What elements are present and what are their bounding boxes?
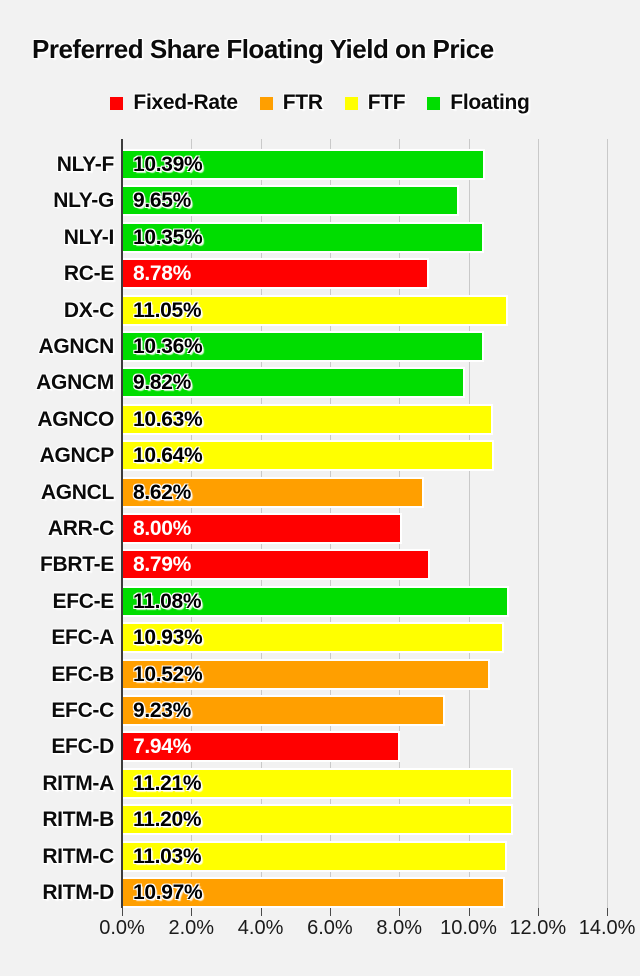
category-label: NLY-I [63,225,115,249]
bar: 10.36% [123,333,482,360]
category-label: RITM-D [42,881,114,904]
legend-swatch-icon [344,96,358,110]
category-label: NLY-F [56,153,115,176]
bar-value-label: 11.05% [133,298,202,322]
category-label: EFC-E [52,589,114,613]
axis-tick [607,908,609,916]
gridline [607,139,609,908]
bar-value-label: 9.65% [133,189,192,213]
category-label: AGNCL [40,480,114,504]
bar-value-label: 9.23% [133,699,192,722]
bar-value-label: 10.39% [133,153,203,176]
legend-swatch-icon [427,96,441,110]
axis-tick-label: 8.0% [376,917,422,939]
category-label: DX-C [63,298,114,322]
bar: 10.93% [123,624,502,652]
bar-value-label: 11.20% [133,808,202,832]
bar: 8.62% [123,478,422,506]
bar: 8.79% [123,551,428,579]
chart-title: Preferred Share Floating Yield on Price [32,34,494,64]
bar: 10.39% [123,151,483,178]
category-label: AGNCM [36,371,114,395]
bar-value-label: 10.36% [133,335,203,358]
legend-label: FTR [282,91,323,114]
bar-value-label: 8.79% [133,553,192,577]
axis-tick-label: 4.0% [237,917,284,939]
bar: 9.65% [123,187,458,215]
bar: 11.20% [123,806,512,834]
axis-tick-label: 0.0% [99,917,145,939]
bar-value-label: 10.97% [133,881,203,904]
category-label: RITM-C [42,844,114,868]
axis-tick [399,908,401,916]
chart-legend: Fixed-Rate FTR FTF Floating [0,91,640,115]
bar-value-label: 10.93% [133,626,203,650]
bar: 8.78% [123,260,428,288]
axis-tick-label: 2.0% [168,917,215,939]
bar: 10.63% [123,405,492,433]
axis-tick [260,908,262,916]
bar-value-label: 10.52% [133,662,203,686]
legend-swatch-icon [110,96,124,110]
bar: 10.64% [123,442,492,470]
bar: 9.23% [123,697,443,724]
bar: 11.05% [123,296,506,324]
bar: 10.52% [123,660,488,688]
legend-item-ftr: FTR [259,91,323,115]
category-label: RC-E [63,262,114,286]
axis-tick [122,908,123,916]
bar: 10.97% [123,879,504,906]
gridline [537,139,539,908]
bar: 11.21% [123,769,512,797]
bar-value-label: 7.94% [133,735,192,759]
axis-tick [537,908,539,916]
category-label: AGNCP [39,444,115,468]
legend-label: Fixed-Rate [133,91,238,114]
category-label: RITM-B [42,808,114,832]
category-label: EFC-A [51,626,114,650]
axis-tick [191,908,193,916]
y-axis-line [121,139,123,908]
bar: 11.08% [123,587,507,615]
bar-value-label: 10.64% [133,444,203,468]
category-label: RITM-A [42,771,114,795]
axis-tick [329,908,331,916]
category-label: NLY-G [53,189,114,213]
category-label: FBRT-E [39,553,114,577]
gridline [468,139,470,908]
bar-value-label: 9.82% [133,371,192,395]
bar: 9.82% [123,369,464,397]
category-label: EFC-B [51,662,114,686]
legend-label: FTF [367,91,406,114]
bar-value-label: 8.78% [133,262,192,286]
category-label: AGNCO [37,407,114,431]
bar-value-label: 11.21% [133,771,202,795]
bar: 7.94% [123,733,399,761]
bar-value-label: 8.00% [133,517,192,540]
bar-value-label: 11.08% [133,589,202,613]
legend-label: Floating [450,91,530,114]
bar: 11.03% [123,842,506,870]
legend-item-fixed_rate: Fixed-Rate [110,91,238,115]
category-label: ARR-C [47,517,114,540]
legend-item-floating: Floating [427,91,530,115]
axis-tick-label: 6.0% [307,917,353,939]
axis-tick-label: 10.0% [440,917,497,939]
bar: 10.35% [123,223,482,251]
bar-value-label: 8.62% [133,480,192,504]
legend-swatch-icon [259,96,273,110]
category-label: EFC-C [51,699,114,722]
legend-item-ftf: FTF [344,91,406,115]
bar-value-label: 10.63% [133,407,203,431]
bar: 8.00% [123,515,401,542]
axis-tick-label: 12.0% [509,917,567,939]
category-label: EFC-D [51,735,114,759]
axis-tick-label: 14.0% [578,917,636,939]
axis-tick [468,908,470,916]
bar-value-label: 11.03% [133,844,202,868]
category-label: AGNCN [38,335,115,358]
bar-value-label: 10.35% [133,225,203,249]
